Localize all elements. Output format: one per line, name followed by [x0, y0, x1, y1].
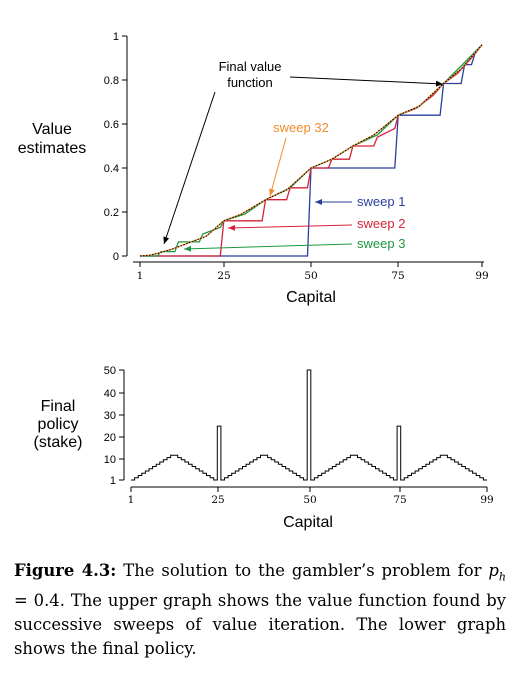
value-xtick-label: 25 [217, 270, 230, 282]
annotation-sweep-2: sweep 2 [357, 216, 405, 231]
value-x-ticks: 1 25 50 75 99 [137, 262, 489, 282]
policy-ytick-label: 1 [110, 475, 116, 487]
annotation-final-value-arrow [163, 91, 216, 245]
policy-chart: 1 10 20 30 40 50 1 25 50 75 99 Capital F… [34, 365, 494, 531]
annotation-sweep-3-arrow [183, 243, 353, 252]
caption-text: The solution to the gambler’s problem fo… [14, 561, 507, 659]
policy-step-line [131, 369, 487, 481]
policy-y-label-line2: policy [38, 416, 79, 433]
policy-ytick-label: 50 [104, 365, 116, 377]
policy-ytick-label: 40 [104, 388, 116, 400]
value-ytick-label: 0.2 [104, 207, 119, 219]
policy-xtick-label: 50 [303, 494, 316, 506]
annotation-sweep-32: sweep 32 [273, 120, 329, 135]
policy-ytick-label: 30 [104, 410, 116, 422]
value-x-label: Capital [286, 289, 336, 306]
policy-x-label: Capital [283, 514, 333, 531]
value-ytick-label: 0.6 [104, 119, 119, 131]
figure-caption: Figure 4.3: The solution to the gambler’… [14, 559, 506, 661]
value-xtick-label: 75 [391, 270, 404, 282]
annotation-final-value-arrow [289, 76, 444, 87]
annotation-final-value-line1: Final value [219, 59, 282, 74]
policy-y-ticks: 1 10 20 30 40 50 [104, 365, 124, 487]
series-line-sweep-2 [140, 44, 483, 257]
value-ytick-label: 1 [113, 31, 119, 43]
policy-series-group [131, 369, 487, 481]
series-line-sweep-1 [140, 44, 483, 257]
policy-x-ticks: 1 25 50 75 99 [128, 487, 494, 506]
annotation-final-value-line2: function [227, 75, 273, 90]
policy-xtick-label: 75 [393, 494, 406, 506]
value-y-label-line1: Value [32, 121, 72, 138]
value-xtick-label: 1 [137, 270, 144, 282]
policy-xtick-label: 99 [480, 494, 493, 506]
policy-y-label-line1: Final [41, 398, 76, 415]
annotation-sweep-3: sweep 3 [357, 236, 405, 251]
policy-xtick-label: 25 [211, 494, 224, 506]
policy-y-label-line3: (stake) [34, 434, 83, 451]
policy-xtick-label: 1 [128, 494, 135, 506]
series-line-final-value-function [139, 44, 483, 257]
value-ytick-label: 0.4 [104, 163, 119, 175]
value-y-ticks: 0 0.2 0.4 0.6 0.8 1 [104, 31, 127, 263]
series-line-sweep-32 [139, 44, 483, 257]
value-series-group [139, 44, 483, 257]
policy-ytick-label: 20 [104, 432, 116, 444]
value-ytick-label: 0 [113, 251, 119, 263]
policy-ytick-label: 10 [104, 454, 116, 466]
annotation-sweep-1: sweep 1 [357, 194, 405, 209]
annotation-sweep-2-arrow [227, 224, 353, 231]
series-line-sweep-3 [140, 44, 483, 257]
value-chart: 0 0.2 0.4 0.6 0.8 1 1 25 50 75 99 Capita… [18, 31, 489, 306]
annotation-sweep-32-arrow [268, 137, 287, 197]
value-ytick-label: 0.8 [104, 75, 119, 87]
value-y-label-line2: estimates [18, 140, 86, 157]
value-xtick-label: 50 [304, 270, 317, 282]
value-xtick-label: 99 [475, 270, 488, 282]
caption-prefix: Figure 4.3: [14, 561, 117, 580]
